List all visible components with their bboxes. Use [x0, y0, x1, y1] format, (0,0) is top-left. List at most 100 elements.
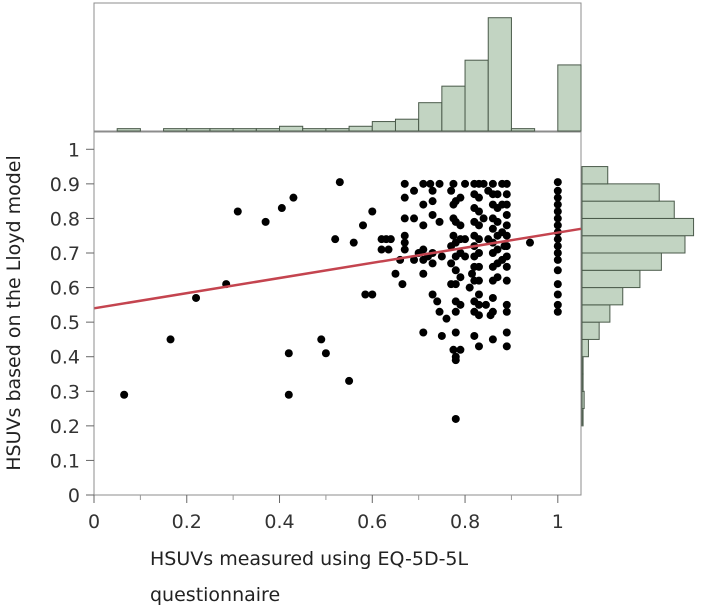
scatter-point	[233, 207, 242, 216]
y-histogram-bar	[581, 217, 695, 237]
scatter-point	[502, 221, 511, 230]
x-histogram-bar	[279, 125, 304, 132]
scatter-point	[468, 269, 477, 278]
y-tick-label: 0.8	[50, 208, 80, 230]
scatter-point	[502, 242, 511, 251]
y-histogram-bar	[581, 304, 611, 323]
scatter-point	[377, 245, 386, 254]
scatter-point	[553, 200, 562, 209]
scatter-point	[451, 307, 460, 316]
y-axis-title: HSUVs based on the Lloyd model	[3, 155, 25, 471]
y-tick-label: 0.7	[50, 243, 80, 265]
y-tick-label: 0.1	[50, 450, 80, 472]
y-histogram-bar	[581, 200, 675, 219]
scatter-point	[474, 262, 483, 271]
scatter-point	[502, 262, 511, 271]
scatter-point	[502, 210, 511, 219]
scatter-point	[419, 269, 428, 278]
scatter-point	[451, 280, 460, 289]
scatter-point	[368, 290, 377, 299]
scatter-point	[474, 249, 483, 257]
scatter-point	[488, 307, 497, 316]
y-marginal-histogram	[581, 166, 695, 427]
scatter-point	[410, 214, 419, 223]
scatter-point	[502, 190, 511, 199]
x-histogram-bar	[232, 128, 257, 132]
x-histogram-bar	[441, 85, 466, 132]
scatter-point	[361, 290, 370, 299]
scatter-point	[433, 297, 442, 306]
scatter-point	[449, 345, 458, 354]
scatter-point	[502, 307, 511, 316]
x-histogram-bar	[418, 102, 443, 132]
scatter-point	[553, 178, 562, 187]
scatter-point	[284, 390, 293, 399]
x-histogram-bar	[302, 128, 327, 132]
scatter-point	[553, 249, 562, 257]
scatter-point	[451, 328, 460, 337]
y-histogram-bar	[581, 373, 584, 392]
y-tick-label: 0.4	[50, 347, 80, 369]
x-histogram-bar	[163, 128, 188, 132]
scatter-point	[321, 349, 330, 358]
scatter-point	[488, 293, 497, 302]
scatter-point	[474, 342, 483, 351]
x-tick-label: 0.4	[264, 511, 294, 533]
scatter-point	[426, 179, 435, 188]
scatter-point	[461, 179, 470, 188]
x-axis-title-line-2: questionnaire	[150, 584, 280, 606]
scatter-point	[400, 245, 409, 254]
x-axis: 0 0.2 0.4 0.6 0.8 1	[88, 494, 581, 533]
scatter-point	[502, 252, 511, 261]
y-tick-label: 0.9	[50, 174, 80, 196]
x-histogram-bar	[209, 128, 234, 132]
y-histogram-bar	[581, 390, 585, 410]
y-histogram-bar	[581, 235, 686, 254]
scatter-point	[435, 307, 444, 316]
scatter-point	[474, 221, 483, 230]
scatter-point	[451, 266, 460, 275]
scatter-point	[359, 221, 368, 230]
scatter-point	[335, 178, 344, 187]
x-histogram-bar	[348, 125, 373, 132]
scatter-point	[449, 231, 458, 240]
x-tick-label: 0.2	[172, 511, 202, 533]
scatter-point	[502, 276, 511, 285]
scatter-point	[447, 186, 456, 195]
scatter-point	[428, 210, 437, 219]
scatter-point	[192, 293, 201, 302]
scatter-point	[349, 238, 358, 247]
scatter-point	[474, 207, 483, 216]
scatter-point	[428, 197, 437, 206]
scatter-point	[419, 245, 428, 254]
x-tick-label: 0.8	[450, 511, 480, 533]
main-plot-area	[93, 131, 582, 496]
scatter-point	[481, 300, 490, 309]
scatter-point	[398, 280, 407, 289]
scatter-point	[474, 193, 483, 202]
y-axis: 0 0.1 0.2 0.3 0.4 0.5 0.6 0.7 0.8 0.9 1	[50, 132, 95, 507]
scatter-point	[479, 214, 488, 223]
x-histogram-bar	[116, 128, 141, 132]
scatter-point	[456, 193, 465, 202]
y-tick-label: 0.5	[50, 312, 80, 334]
regression-line	[93, 227, 582, 310]
x-histogram-bar	[325, 128, 350, 132]
scatter-point	[451, 414, 460, 423]
y-tick-label: 0.3	[50, 381, 80, 403]
scatter-point	[553, 235, 562, 244]
y-tick-label: 0.6	[50, 278, 80, 300]
scatter-point	[368, 207, 377, 216]
scatter-point	[345, 376, 354, 385]
scatter-point	[428, 290, 437, 299]
scatter-point	[400, 214, 409, 223]
scatter-point	[400, 179, 409, 188]
scatter-point	[120, 390, 129, 399]
scatter-point	[419, 179, 428, 188]
scatter-point	[456, 300, 465, 309]
scatter-point	[553, 300, 562, 309]
scatter-point	[493, 273, 502, 282]
scatter-point	[474, 276, 483, 285]
y-histogram-bar	[581, 252, 662, 271]
scatter-point	[493, 245, 502, 254]
